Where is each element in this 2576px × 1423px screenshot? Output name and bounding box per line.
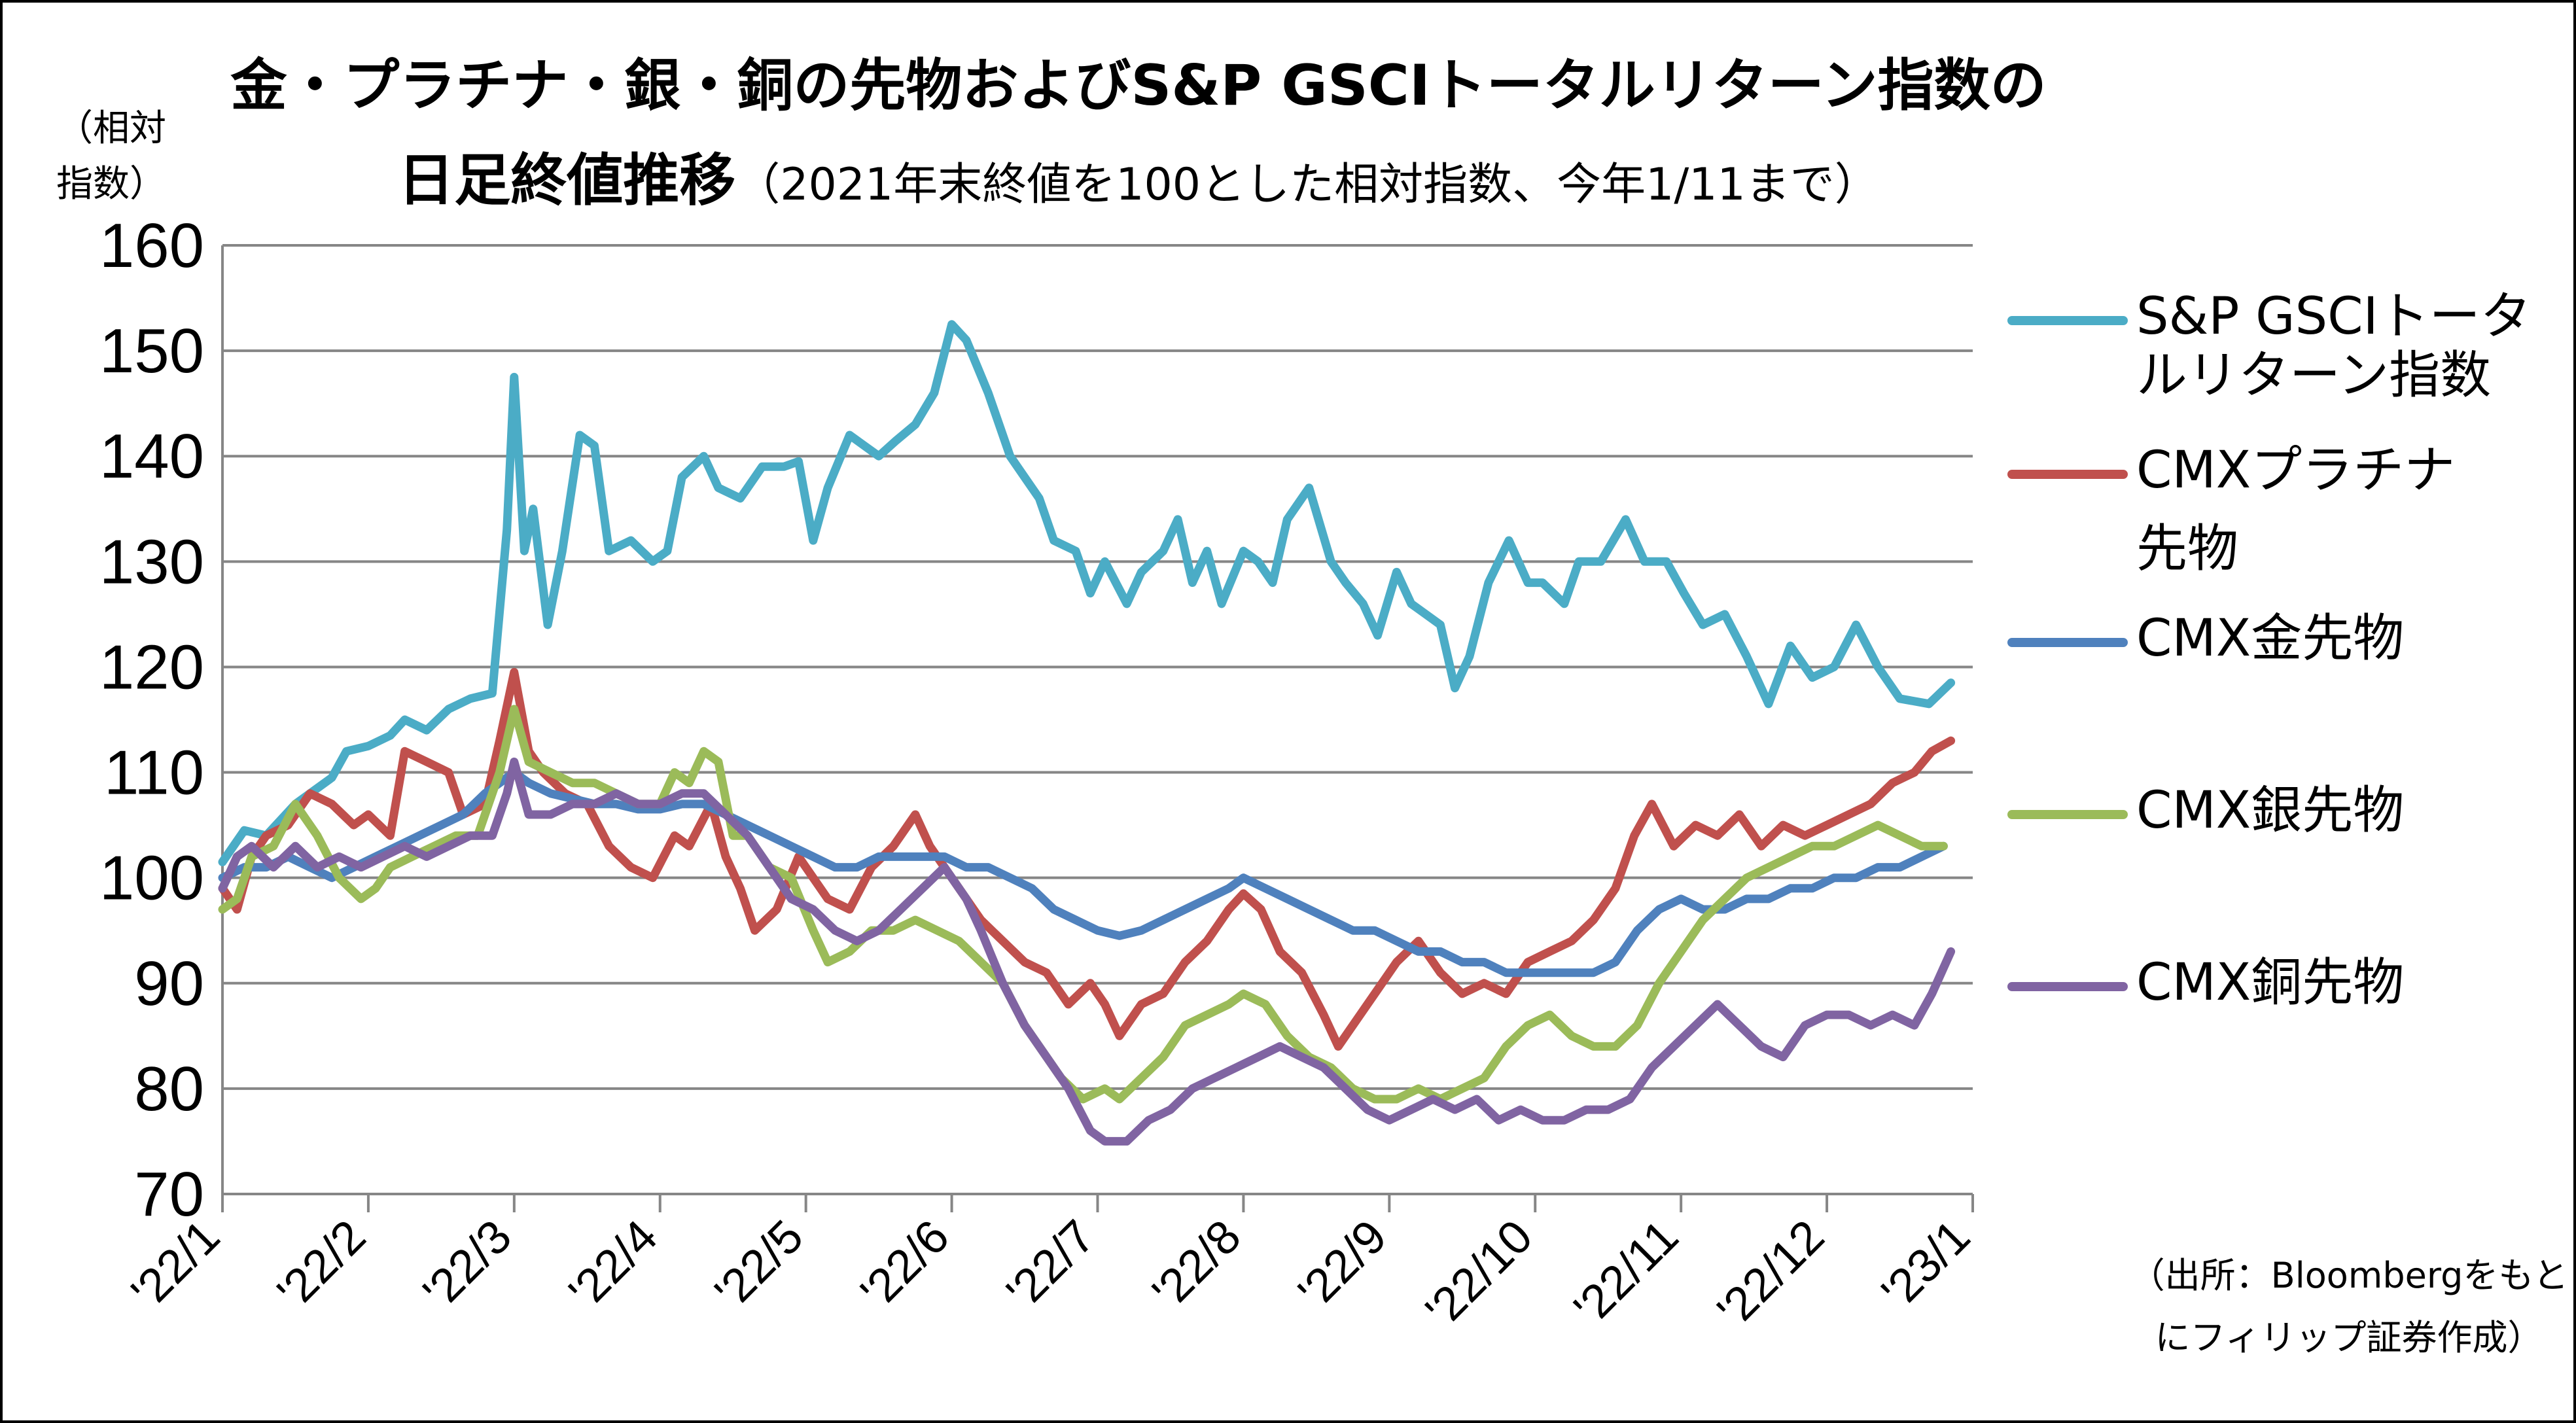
- y-tick-label: 160: [99, 211, 204, 281]
- legend-label-1: CMXプラチナ: [2136, 441, 2455, 500]
- chart-title-line2-sub: （2021年末終値を100とした相対指数、今年1/11まで）: [735, 159, 1879, 211]
- gridlines: [222, 244, 1973, 1090]
- series-line-2: [218, 768, 1948, 977]
- chart-title-line1: 金・プラチナ・銀・銅の先物およびS&P GSCIトータルリターン指数の: [230, 53, 2046, 118]
- y-tick-label: 150: [99, 316, 204, 386]
- y-unit-line2: 指数）: [56, 163, 166, 205]
- chart-title-line2: 日足終値推移（2021年末終値を100とした相対指数、今年1/11まで）: [398, 148, 1879, 213]
- source-note-line1: （出所：Bloombergをもと: [2130, 1255, 2569, 1296]
- chart-title-line2-main: 日足終値推移: [398, 148, 735, 213]
- y-tick-label: 110: [104, 738, 204, 808]
- y-tick-label: 90: [134, 949, 204, 1019]
- y-tick-label: 80: [134, 1054, 204, 1124]
- y-tick-label: 70: [134, 1159, 204, 1229]
- legend-label-1: 先物: [2136, 519, 2238, 578]
- legend-label-3: CMX銀先物: [2136, 781, 2404, 840]
- source-note-line2: にフィリップ証券作成）: [2155, 1317, 2543, 1358]
- legend-label-2: CMX金先物: [2136, 609, 2404, 668]
- series-line-4: [218, 757, 1956, 1146]
- legend-label-0: S&P GSCIトータ: [2136, 287, 2532, 346]
- legend-label-0: ルリターン指数: [2136, 346, 2491, 405]
- series-line-1: [218, 668, 1956, 1051]
- legend-label-4: CMX銅先物: [2136, 953, 2404, 1012]
- y-axis-tick-labels: 70 80 90 100 110 120 130 140 150 160: [99, 211, 204, 1229]
- y-tick-label: 120: [99, 632, 204, 702]
- series-line-0: [218, 320, 1956, 866]
- y-unit-line1: （相対: [56, 107, 166, 150]
- y-tick-label: 100: [99, 843, 204, 913]
- y-tick-label: 140: [99, 421, 204, 491]
- series-lines: [218, 320, 1956, 1146]
- y-tick-label: 130: [99, 527, 204, 597]
- axes: [221, 245, 1974, 1212]
